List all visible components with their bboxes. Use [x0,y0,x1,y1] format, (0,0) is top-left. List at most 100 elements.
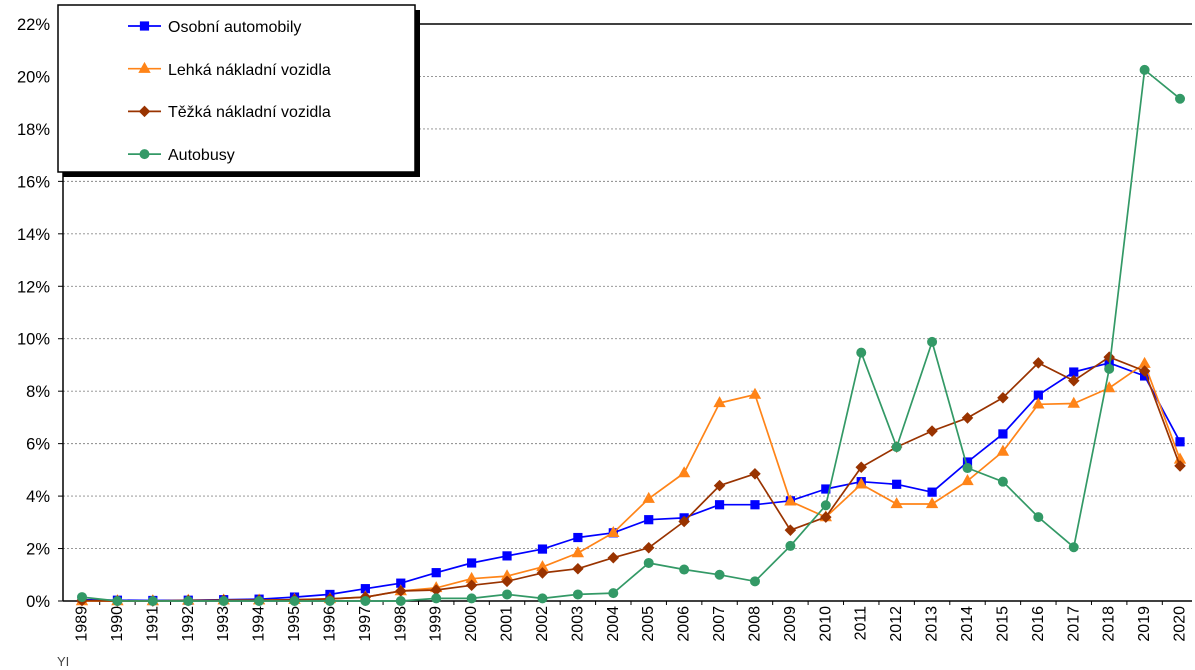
data-point-diamond [997,391,1009,404]
y-tick-label: 8% [26,383,50,401]
data-point-circle [785,540,796,551]
legend-marker-square [139,21,150,31]
series-group [75,64,1187,607]
data-point-square [714,500,725,510]
data-point-circle [572,589,583,600]
x-axis-tick-labels: 1989 1990 1991 1992 1993 1994 1995 1996 1997 1998… [74,606,1189,642]
series-line [81,356,1181,602]
x-tick-label: 2003 [569,606,586,642]
data-point-triangle [607,525,620,538]
data-point-triangle [1067,396,1080,408]
data-point-circle [112,596,123,607]
legend-key-3 [128,149,161,160]
legend-label-autobusy: Autobusy [168,147,235,164]
x-tick-label: 1996 [321,606,338,642]
series-2 [76,351,1186,607]
data-point-circle [608,588,619,599]
data-point-circle [537,593,548,604]
legend-keys [128,21,161,160]
x-tick-label: 2013 [924,606,941,642]
y-tick-label: 10% [17,331,50,349]
data-point-circle [1104,363,1115,374]
x-tick-label: 2002 [534,606,551,642]
data-point-diamond [820,511,832,523]
data-point-circle [218,596,229,607]
y-tick-label: 6% [26,436,50,454]
footnote: YI [57,654,69,669]
data-point-circle [679,564,690,575]
data-point-circle [643,557,654,568]
data-point-diamond [1032,357,1045,369]
data-point-circle [289,596,300,607]
data-point-triangle [961,474,974,486]
data-point-circle [1068,542,1079,553]
series-0 [77,358,1185,606]
x-tick-label: 1989 [74,606,91,642]
y-tick-label: 22% [17,16,50,34]
data-point-circle [147,596,158,607]
data-point-circle [1175,93,1186,104]
x-tick-label: 1994 [251,606,268,642]
data-point-square [431,568,441,578]
x-tick-label: 1990 [109,606,126,642]
y-tick-label: 2% [26,541,50,559]
x-tick-label: 2016 [1030,606,1047,642]
data-point-square [644,515,654,525]
data-point-diamond [784,524,797,536]
data-point-diamond [1174,460,1186,472]
data-point-triangle [748,387,762,399]
data-point-square [502,551,512,561]
x-tick-label: 2012 [888,606,905,642]
y-tick-label: 12% [17,278,50,296]
data-point-diamond [642,541,655,554]
data-point-square [1175,437,1185,447]
data-point-triangle [855,477,868,489]
data-point-circle [1139,64,1150,75]
data-point-circle [360,596,371,607]
data-point-square [998,429,1008,439]
legend-marker-diamond [138,105,151,118]
data-point-circle [183,596,194,607]
data-point-circle [714,569,725,580]
x-tick-label: 1993 [215,606,232,642]
series-3 [77,64,1186,607]
data-point-triangle [571,546,585,558]
x-tick-label: 2011 [853,606,870,641]
data-point-diamond [572,562,584,575]
legend-marker-triangle [138,61,151,73]
data-point-triangle [996,444,1010,456]
data-point-triangle [642,491,655,503]
data-point-circle [997,476,1008,487]
legend-key-1 [128,61,161,73]
x-tick-label: 2007 [711,606,728,642]
x-tick-label: 2015 [994,606,1011,642]
x-tick-label: 2004 [605,606,622,642]
series-line [81,362,1181,602]
data-point-circle [77,592,88,603]
data-point-triangle [713,396,726,408]
legend-label-tezka-nakladni-vozidla: Těžká nákladní vozidla [168,104,331,121]
data-point-circle [1033,512,1044,523]
y-tick-label: 20% [17,68,50,86]
y-tick-label: 0% [26,593,50,611]
data-point-circle [820,500,831,511]
x-tick-label: 1998 [392,606,409,642]
data-point-circle [749,576,760,587]
data-point-diamond [749,468,761,480]
legend-label-osobni-automobily: Osobní automobily [168,19,301,36]
x-tick-label: 1991 [144,606,161,642]
data-point-diamond [501,575,513,588]
x-tick-label: 1992 [180,606,197,642]
y-axis-tick-labels: 0% 2% 4% 6% 8% 10% 12% 14% 16% 18% 20% 22% [17,16,50,611]
data-point-circle [502,589,513,600]
data-point-circle [466,593,477,604]
series-line [82,362,1181,602]
data-point-circle [891,442,902,453]
y-tick-label: 14% [17,226,50,244]
x-tick-label: 2005 [640,606,657,642]
data-point-circle [962,463,973,474]
legend-key-2 [128,105,161,118]
data-point-diamond [678,515,690,528]
legend-box [57,4,416,173]
x-tick-label: 2019 [1136,606,1153,642]
